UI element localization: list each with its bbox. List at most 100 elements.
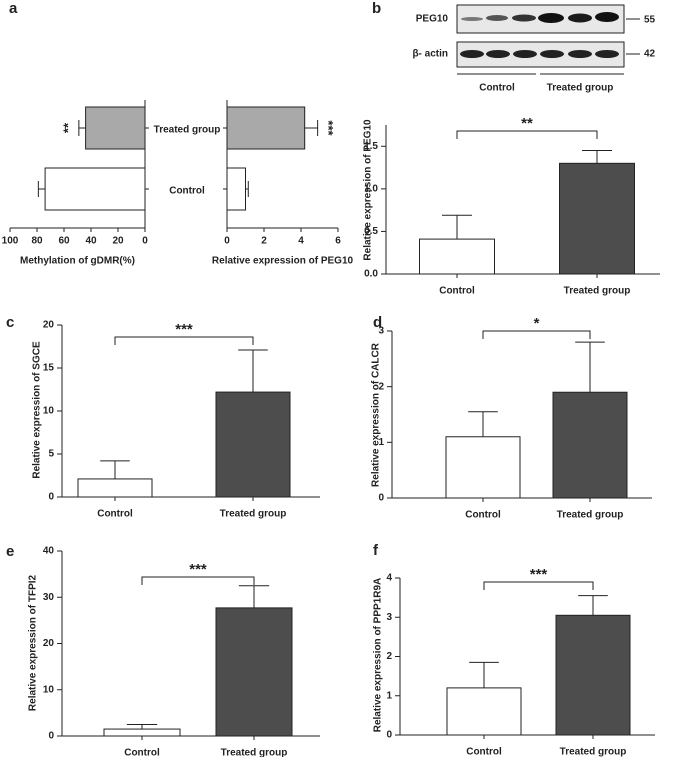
significance-bracket xyxy=(482,330,591,339)
significance-label: *** xyxy=(530,566,548,583)
significance-label: *** xyxy=(321,120,336,136)
band xyxy=(568,13,592,23)
y-tick-label: 0 xyxy=(386,730,392,741)
bar xyxy=(446,687,522,736)
size-label: 55 xyxy=(644,15,656,26)
y-tick-label: 20 xyxy=(43,320,55,331)
x-tick-label: Control xyxy=(439,286,475,297)
y-tick-label: 15 xyxy=(43,363,55,374)
x-tick-label: Treated group xyxy=(557,510,624,521)
x-tick-label: Control xyxy=(124,748,160,757)
bar xyxy=(215,607,293,737)
significance-label: *** xyxy=(189,561,207,578)
western-blot: PEG10 β- actin 55 42 Control Treated gro… xyxy=(412,4,656,94)
bar xyxy=(77,478,153,498)
bar xyxy=(226,106,306,150)
x-tick-label: 100 xyxy=(2,236,19,247)
panel-letter: d xyxy=(373,314,382,331)
x-tick-label: 6 xyxy=(335,236,341,247)
band xyxy=(595,12,619,22)
x-tick-label: 0 xyxy=(142,236,148,247)
x-tick-label: 2 xyxy=(261,236,267,247)
significance-bracket xyxy=(483,581,594,590)
x-tick-label: 80 xyxy=(31,236,43,247)
y-axis-label: Relative expression of PEG10 xyxy=(363,119,374,261)
bar xyxy=(555,614,631,736)
y-tick-label: 0.5 xyxy=(364,226,378,237)
panel-letter: b xyxy=(372,0,381,17)
x-tick-label: Treated group xyxy=(220,509,287,520)
y-tick-label: 40 xyxy=(43,546,55,557)
y-tick-label: 3 xyxy=(378,326,384,337)
y-axis-label: Relative expression of PPP1R9A xyxy=(373,578,384,733)
panel-letter: f xyxy=(373,542,379,559)
x-tick-label: 40 xyxy=(85,236,97,247)
y-tick-label: 1.5 xyxy=(364,141,378,152)
x-tick-label: Control xyxy=(465,510,501,521)
significance-label: ** xyxy=(60,122,75,133)
y-tick-label: 4 xyxy=(386,573,392,584)
significance-label: ** xyxy=(521,115,533,132)
y-axis-label: Relative expression of TFPI2 xyxy=(28,574,39,711)
y-tick-label: 5 xyxy=(48,449,54,460)
category-label: Treated group xyxy=(154,125,221,136)
band xyxy=(540,50,564,58)
protein-label: β- actin xyxy=(412,49,448,60)
x-tick-label: Treated group xyxy=(221,748,288,757)
x-tick-label: Treated group xyxy=(560,747,627,757)
significance-bracket xyxy=(456,130,598,139)
y-tick-label: 20 xyxy=(43,638,55,649)
size-label: 42 xyxy=(644,49,656,60)
y-tick-label: 3 xyxy=(386,612,392,623)
y-tick-label: 10 xyxy=(43,406,55,417)
y-axis-label: Relative expression of CALCR xyxy=(371,342,382,487)
y-tick-label: 1.0 xyxy=(364,183,378,194)
y-axis-label: Relative expression of SGCE xyxy=(32,341,43,479)
y-tick-label: 0 xyxy=(48,731,54,742)
group-label: Treated group xyxy=(547,83,614,94)
y-tick-label: 0 xyxy=(378,493,384,504)
band xyxy=(486,15,508,21)
significance-label: * xyxy=(534,315,540,332)
band xyxy=(512,14,536,22)
x-axis-label: Methylation of gDMR(%) xyxy=(20,256,135,267)
bar xyxy=(215,391,291,498)
y-tick-label: 0 xyxy=(48,492,54,503)
x-tick-label: 0 xyxy=(224,236,230,247)
x-tick-label: Treated group xyxy=(564,286,631,297)
significance-bracket xyxy=(141,576,255,585)
band xyxy=(460,50,484,58)
y-tick-label: 2 xyxy=(378,381,384,392)
y-tick-label: 1 xyxy=(386,690,392,701)
protein-label: PEG10 xyxy=(416,14,449,25)
band xyxy=(486,50,510,58)
x-tick-label: Control xyxy=(97,509,133,520)
bar xyxy=(445,436,521,499)
group-label: Control xyxy=(479,83,515,94)
x-axis-label: Relative expression of PEG10 xyxy=(212,256,354,267)
bar xyxy=(44,167,146,211)
bar xyxy=(552,391,628,499)
band xyxy=(595,50,619,58)
x-tick-label: 4 xyxy=(298,236,304,247)
x-tick-label: Control xyxy=(466,747,502,757)
significance-bracket xyxy=(114,336,254,345)
band xyxy=(513,50,537,58)
y-tick-label: 10 xyxy=(43,684,55,695)
bar xyxy=(103,728,181,737)
panel-letter: a xyxy=(9,0,18,17)
band xyxy=(461,17,483,21)
y-tick-label: 30 xyxy=(43,592,55,603)
bar xyxy=(226,167,246,211)
y-tick-label: 1 xyxy=(378,437,384,448)
band xyxy=(568,50,592,58)
panel-letter: c xyxy=(6,314,14,331)
y-tick-label: 2 xyxy=(386,651,392,662)
category-label: Control xyxy=(169,186,205,197)
x-tick-label: 60 xyxy=(58,236,70,247)
bar xyxy=(559,162,635,275)
x-tick-label: 20 xyxy=(112,236,124,247)
band xyxy=(538,13,564,23)
